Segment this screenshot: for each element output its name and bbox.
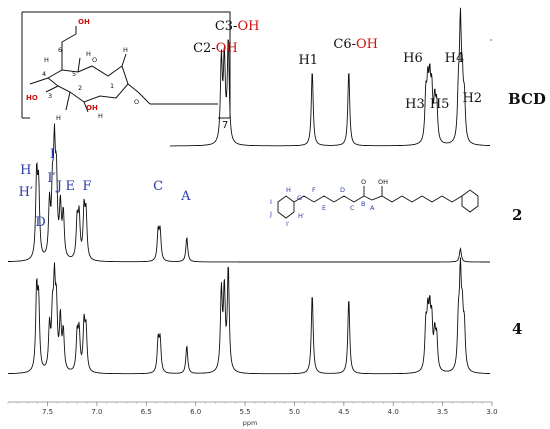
x-tick-label: 3.0 xyxy=(486,408,497,416)
bcd-label-h2: H xyxy=(98,112,103,120)
x-axis-ticks: 7.5 7.0 6.5 6.0 5.5 5.0 4.5 4.0 3.5 3.0 xyxy=(7,402,498,416)
bcd-structure-labels: OH 6 4 5 O 1 HO 3 2 OH H H H H O H 7 xyxy=(26,18,228,131)
bcd-label-h4: H xyxy=(44,56,49,64)
x-tick-label: 4.5 xyxy=(338,408,349,416)
cur-label-c: C xyxy=(350,204,355,212)
peak-annotation: E xyxy=(65,179,75,194)
bcd-label-h3: H xyxy=(56,114,61,122)
bcd-label-oh6: OH xyxy=(78,18,90,26)
peak-annotation: H xyxy=(20,163,31,178)
peak-annotation: H′ xyxy=(19,185,33,200)
x-tick-label: 6.0 xyxy=(190,408,201,416)
cur-label-i: I xyxy=(270,198,272,206)
peak-annotation: I xyxy=(50,147,55,162)
cur-label-f: F xyxy=(312,186,316,194)
cur-label-h: H xyxy=(286,186,291,194)
bcd-label-o-glyco: O xyxy=(134,98,139,106)
cur-label-e: E xyxy=(322,204,326,212)
peak-annotation: C3-OH xyxy=(215,19,260,34)
x-tick-label: 7.5 xyxy=(42,408,53,416)
spectrum-trace-0 xyxy=(170,7,490,147)
bcd-repeat-count: 7 xyxy=(222,120,228,131)
spectrum-trace-2 xyxy=(8,257,491,375)
cur-label-hprime: H′ xyxy=(298,212,305,220)
peak-annotation: H6 xyxy=(403,51,423,66)
x-tick-label: 3.5 xyxy=(437,408,448,416)
bcd-label-c4: 4 xyxy=(42,70,46,78)
peak-annotation: I′ xyxy=(47,171,55,186)
bcd-label-c3: 3 xyxy=(48,92,52,100)
peak-annotation: H4 xyxy=(445,51,465,66)
trace-label-4: 4 xyxy=(512,320,522,338)
x-tick-label: 5.0 xyxy=(289,408,300,416)
bcd-label-ho3: HO xyxy=(26,94,38,102)
cur-label-a: A xyxy=(370,204,375,212)
x-tick-label: 4.0 xyxy=(388,408,399,416)
peak-annotation: H2 xyxy=(462,91,482,106)
cur-label-b: B xyxy=(361,200,365,208)
x-tick-label: 5.5 xyxy=(239,408,250,416)
cur-label-iprime: I′ xyxy=(286,220,290,228)
cur-label-o: O xyxy=(361,178,366,186)
x-tick-label: 7.0 xyxy=(91,408,102,416)
bcd-label-o-ring: O xyxy=(92,56,97,64)
peak-annotation: C2-OH xyxy=(193,41,238,56)
spectrum-trace-1 xyxy=(8,123,490,263)
spectrum-traces xyxy=(8,7,492,375)
x-tick-label: 6.5 xyxy=(141,408,152,416)
trace-label-bcd: BCD xyxy=(508,90,546,108)
curcuminoid-structure-drawing xyxy=(277,186,479,219)
peak-annotation: C6-OH xyxy=(333,37,378,52)
peak-annotation: J xyxy=(55,179,62,194)
cur-label-d: D xyxy=(340,186,345,194)
bcd-structure-drawing xyxy=(21,11,231,119)
bcd-label-c6: 6 xyxy=(58,46,62,54)
bcd-label-h1: H xyxy=(123,46,128,54)
curcuminoid-structure-labels: H G I J I′ H′ F E D C B A O OH xyxy=(269,178,388,228)
peak-annotation: A xyxy=(180,189,191,204)
peak-annotation: C xyxy=(153,179,163,194)
peak-annotation: H1 xyxy=(298,53,318,68)
peak-annotation: H3 xyxy=(405,97,425,112)
bcd-label-c2: 2 xyxy=(78,84,82,92)
bcd-label-c1: 1 xyxy=(110,82,114,90)
cur-label-oh: OH xyxy=(378,178,388,186)
x-axis-label: ppm xyxy=(243,419,258,427)
bcd-label-c5: 5 xyxy=(72,70,76,78)
bcd-label-h5: H xyxy=(86,50,91,58)
bcd-label-oh2: OH xyxy=(86,104,98,112)
trace-label-2: 2 xyxy=(512,206,522,224)
peak-annotation: D xyxy=(35,215,45,230)
peak-annotation: H5 xyxy=(430,97,450,112)
peak-annotation: F xyxy=(83,179,92,194)
cur-label-g: G xyxy=(297,194,302,202)
cur-label-j: J xyxy=(269,210,272,218)
